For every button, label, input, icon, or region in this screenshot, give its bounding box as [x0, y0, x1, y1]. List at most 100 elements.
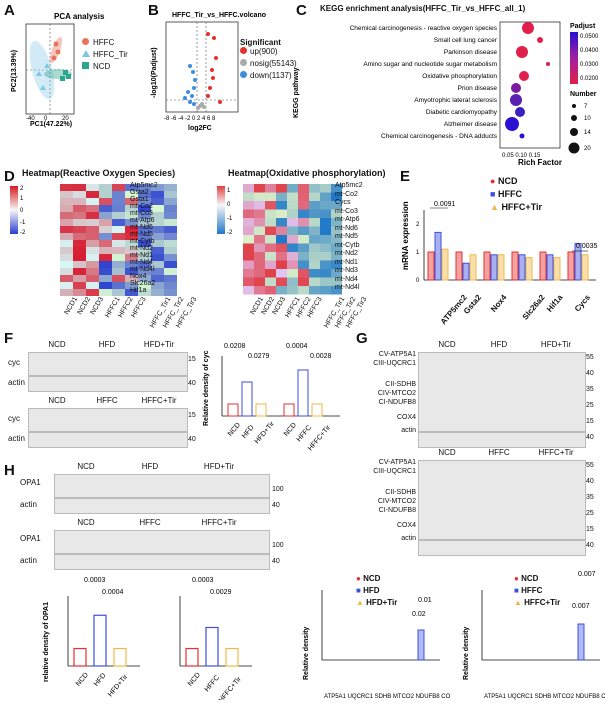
bar-hffc: [518, 254, 526, 281]
bar-hffc: [462, 262, 470, 281]
svg-text:0: 0: [20, 208, 24, 214]
heatmap-cell: [287, 209, 298, 218]
kegg-ylabel: KEGG pathway: [293, 67, 300, 118]
heatmap-cell: [73, 268, 86, 275]
bar-hffc-tir: [441, 248, 449, 281]
panel-label-f: F: [4, 330, 14, 347]
heatmap-cell: [164, 282, 177, 289]
padjust-tick: 0.0200: [580, 76, 599, 82]
number-title: Number: [570, 91, 597, 98]
heatmap-cell: [243, 218, 254, 227]
lane-label: HFFC: [139, 518, 161, 527]
heatmap-cell: [254, 277, 265, 286]
lane-label: HFFC: [488, 448, 510, 457]
kegg-xlabel: Rich Factor: [518, 158, 562, 166]
heatmap-cell: [287, 192, 298, 201]
bar-hffc-tir: [553, 257, 561, 281]
heatmap-cell: [112, 191, 125, 198]
blot-actin-hfd-g: [418, 432, 586, 448]
heatmap-cell: [125, 205, 138, 212]
heatmap-cell: [164, 240, 177, 247]
heatmap-cell: [112, 261, 125, 268]
panel-b: HFFC_Tir_vs_HFFC.volcano -log10(Padjust)…: [150, 8, 280, 133]
heatmap-cell: [276, 201, 287, 210]
svg-text:NCD: NCD: [187, 672, 202, 688]
heatmap-cell: [254, 209, 265, 218]
panel-f-bars: Relative density of cyc 0.0208 0.0279 0.…: [200, 336, 350, 456]
bar-ncd: [455, 251, 463, 281]
heatmap-cell: [138, 247, 151, 254]
heatmap-cell: [86, 289, 99, 296]
heatmap-left: 2 1 0 -1 -2: [8, 180, 208, 310]
volcano-title: HFFC_Tir_vs_HFFC.volcano: [172, 12, 266, 19]
heatmap-cell: [331, 209, 342, 218]
row-label-actin: actin: [20, 556, 37, 565]
legend-item-hffc: ■ HFFC: [490, 189, 522, 199]
svg-text:0.05 0.10 0.15: 0.05 0.10 0.15: [502, 153, 541, 159]
heatmap-cell: [112, 219, 125, 226]
heatmap-row-label: mt-Nd2: [130, 245, 153, 252]
heatmap-cell: [276, 286, 287, 295]
row-label-cyc: cyc: [8, 358, 20, 367]
heatmap-row-label: Atp5mc2: [335, 182, 363, 189]
heatmap-cell: [86, 212, 99, 219]
heatmap-cell: [60, 226, 73, 233]
heatmap-cell: [309, 243, 320, 252]
heatmap-cell: [309, 286, 320, 295]
heatmap-cell: [331, 218, 342, 227]
row-label-actin: actin: [8, 378, 25, 387]
heatmap-cell: [151, 219, 164, 226]
heatmap-cell: [112, 254, 125, 261]
heatmap-cell: [112, 212, 125, 219]
heatmap-cell: [254, 184, 265, 193]
heatmap-cell: [60, 219, 73, 226]
heatmap-cell: [287, 218, 298, 227]
heatmap-row-label: Slc26a2: [130, 280, 156, 287]
panel-label-b: B: [148, 2, 159, 19]
heatmap-row-label: mt-Atp6: [130, 217, 155, 224]
heatmap-cell: [138, 184, 151, 191]
heatmap-cell: [60, 254, 73, 261]
heatmap-cell: [243, 286, 254, 295]
opa1-ylabel: relative density of OPA1: [43, 602, 50, 682]
opa1-bar: [225, 647, 239, 667]
heatmap-cell: [73, 226, 86, 233]
svg-text:Alzheimer disease: Alzheimer disease: [444, 121, 497, 128]
heatmap-cell: [112, 247, 125, 254]
heatmap-cell: [309, 260, 320, 269]
heatmap-cell: [86, 247, 99, 254]
heatmap-row-label: mt-Cytb: [335, 241, 360, 249]
heatmap-cell: [60, 261, 73, 268]
opa1-bar: [73, 647, 87, 667]
heatmap-cell: [60, 247, 73, 254]
heatmap-cell: [265, 192, 276, 201]
heatmap-cell: [86, 205, 99, 212]
opa1-bar: [93, 614, 107, 667]
heatmap-cell: [243, 184, 254, 193]
heatmap-row-label: mt-Nd3: [335, 267, 358, 274]
heatmap-cell: [60, 282, 73, 289]
padjust-tick: 0.0400: [580, 48, 599, 54]
panel-a: PCA analysis PC2(13.39%) PC1(47.22%) -40…: [6, 10, 114, 130]
svg-text:0: 0: [416, 278, 420, 284]
volcano-xlabel: log2FC: [188, 125, 212, 132]
heatmap-cell: [151, 226, 164, 233]
blot-actin-hffc: [28, 432, 188, 448]
volcano-ylabel: -log10(Padjust): [151, 47, 158, 98]
heatmap-cell: [276, 192, 287, 201]
heatmap-cell: [138, 219, 151, 226]
legend-item-nosig: nosig(55143): [240, 59, 315, 71]
lane-label: NCD: [48, 396, 66, 405]
heatmap-cell: [287, 235, 298, 244]
heatmap-cell: [125, 268, 138, 275]
heatmap-cell: [99, 198, 112, 205]
mw-markers-bottom: 55 40 35 25 15 40: [586, 462, 594, 549]
svg-text:Diabetic cardiomyopathy: Diabetic cardiomyopathy: [426, 109, 498, 116]
heatmap-cell: [320, 209, 331, 218]
heatmap-cell: [99, 233, 112, 240]
heatmap-cell: [254, 269, 265, 278]
heatmap-row-label: Gsta2: [130, 189, 149, 196]
g-legend-hffc: ● NCD ■ HFFC ▲ HFFC+Tir: [514, 574, 561, 607]
pvalue: 0.0003: [192, 577, 214, 584]
mw-marker: 100: [272, 486, 284, 493]
